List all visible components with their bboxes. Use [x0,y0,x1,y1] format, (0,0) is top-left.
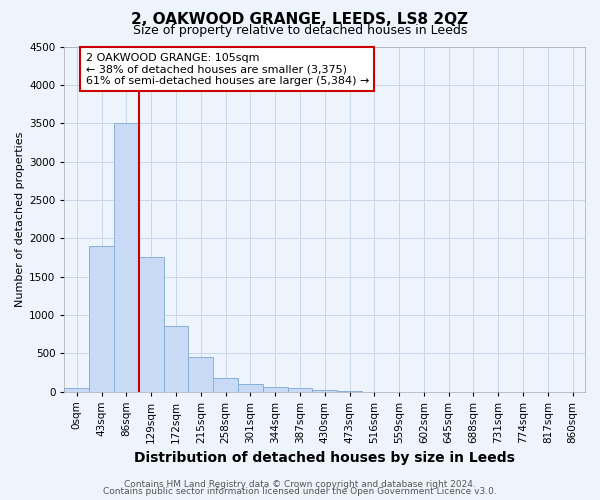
Bar [114,123,139,392]
X-axis label: Distribution of detached houses by size in Leeds: Distribution of detached houses by size … [134,451,515,465]
Bar [139,256,164,392]
Text: Contains public sector information licensed under the Open Government Licence v3: Contains public sector information licen… [103,487,497,496]
Bar [287,388,313,392]
Text: 2, OAKWOOD GRANGE, LEEDS, LS8 2QZ: 2, OAKWOOD GRANGE, LEEDS, LS8 2QZ [131,12,469,28]
Text: Contains HM Land Registry data © Crown copyright and database right 2024.: Contains HM Land Registry data © Crown c… [124,480,476,489]
Bar [313,390,337,392]
Bar [64,388,89,392]
Text: Size of property relative to detached houses in Leeds: Size of property relative to detached ho… [133,24,467,37]
Bar [164,326,188,392]
Y-axis label: Number of detached properties: Number of detached properties [15,132,25,306]
Bar [89,246,114,392]
Text: 2 OAKWOOD GRANGE: 105sqm
← 38% of detached houses are smaller (3,375)
61% of sem: 2 OAKWOOD GRANGE: 105sqm ← 38% of detach… [86,52,369,86]
Bar [238,384,263,392]
Bar [213,378,238,392]
Bar [188,357,213,392]
Bar [263,386,287,392]
